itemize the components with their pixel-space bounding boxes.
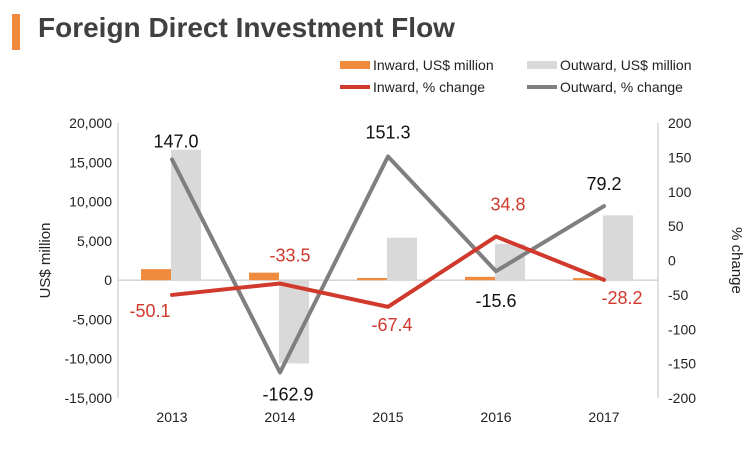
legend-label-outward-line: Outward, % change [560, 79, 683, 95]
y-tick-label: 0 [104, 272, 112, 288]
page-title: Foreign Direct Investment Flow [38, 12, 455, 43]
title-accent-bar [12, 14, 20, 50]
y-tick-label: -10,000 [65, 351, 113, 367]
x-tick-label: 2017 [588, 409, 619, 425]
y-tick-label: -15,000 [65, 390, 113, 406]
outward-bar [603, 215, 633, 281]
chart-bars [141, 149, 633, 364]
inward-change-label: -67.4 [371, 315, 412, 335]
legend-label-inward-line: Inward, % change [373, 79, 485, 95]
y2-tick-label: -50 [668, 287, 688, 303]
inward-change-label: -28.2 [601, 288, 642, 308]
chart-lines [170, 154, 606, 375]
y-tick-label: 5,000 [77, 233, 112, 249]
inward-change-label: -50.1 [129, 301, 170, 321]
y-tick-label: 10,000 [69, 194, 112, 210]
inward-bar [249, 272, 279, 281]
inward-change-label: -33.5 [269, 246, 310, 266]
outward-change-label: 147.0 [153, 131, 198, 151]
x-tick-label: 2013 [156, 409, 187, 425]
x-tick-label: 2016 [480, 409, 511, 425]
y2-tick-label: 0 [668, 253, 676, 269]
y2-tick-label: -200 [668, 390, 696, 406]
chart-axes: 20,000 15,000 10,000 5,000 0 -5,000 -10,000 -15… [37, 115, 745, 425]
legend-swatch-inward-bar [340, 61, 370, 69]
legend-label-outward-bar: Outward, US$ million [560, 57, 692, 73]
y2-tick-label: -150 [668, 356, 696, 372]
y2-axis-title: % change [728, 227, 745, 294]
y-tick-label: -5,000 [72, 311, 112, 327]
y-tick-label: 20,000 [69, 115, 112, 131]
inward-bar [357, 278, 387, 281]
x-tick-label: 2015 [372, 409, 403, 425]
inward-change-line [170, 234, 606, 309]
y-tick-label: 15,000 [69, 154, 112, 170]
x-tick-label: 2014 [264, 409, 295, 425]
outward-change-label: 79.2 [586, 174, 621, 194]
outward-change-label: -162.9 [262, 384, 313, 404]
y2-tick-label: 150 [668, 149, 692, 165]
inward-bar [573, 278, 603, 281]
y2-tick-label: -100 [668, 321, 696, 337]
chart-legend: Inward, US$ million Outward, US$ million I… [340, 57, 692, 95]
inward-bar [141, 269, 171, 281]
legend-label-inward-bar: Inward, US$ million [373, 57, 494, 73]
y-axis-title: US$ million [37, 223, 54, 299]
chart-data-labels: 147.0 -162.9 151.3 -15.6 79.2 -50.1 -33.5 -67.4… [129, 122, 642, 404]
inward-change-label: 34.8 [490, 195, 525, 215]
legend-swatch-outward-bar [527, 61, 557, 69]
y2-tick-label: 200 [668, 115, 692, 131]
outward-change-label: -15.6 [475, 291, 516, 311]
inward-bar [465, 276, 495, 281]
outward-change-label: 151.3 [365, 122, 410, 142]
outward-bar [387, 237, 417, 281]
y2-tick-label: 100 [668, 184, 692, 200]
y2-tick-label: 50 [668, 218, 684, 234]
